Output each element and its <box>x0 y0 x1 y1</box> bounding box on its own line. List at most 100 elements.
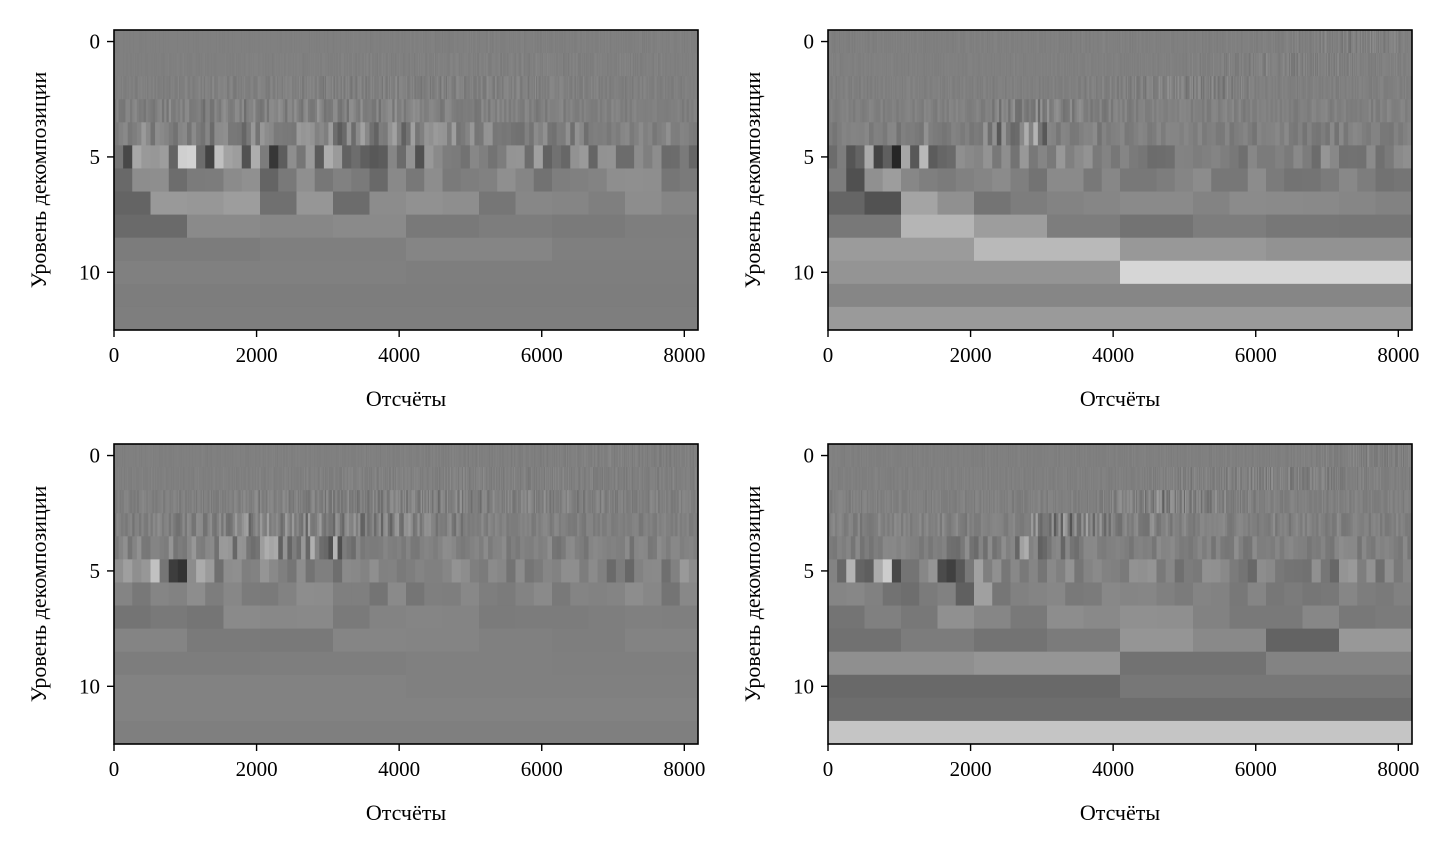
heatmap-cell <box>643 168 662 192</box>
heatmap-cell <box>202 76 205 100</box>
heatmap-cell <box>673 53 675 77</box>
heatmap-cell <box>688 53 690 77</box>
heatmap-cell <box>322 53 324 77</box>
heatmap-cell <box>350 53 352 77</box>
heatmap-cell <box>573 53 575 77</box>
heatmap-cell <box>278 145 288 169</box>
heatmap-cell <box>184 76 187 100</box>
heatmap-cell <box>269 53 271 77</box>
heatmap-cell <box>647 53 649 77</box>
heatmap-cell <box>369 99 373 123</box>
heatmap-cell <box>241 122 247 146</box>
heatmap-cell <box>342 76 344 100</box>
heatmap-cell <box>383 53 385 77</box>
heatmap-cell <box>634 145 644 169</box>
heatmap-cell <box>693 122 698 146</box>
heatmap-cell <box>378 145 389 169</box>
heatmap-cell <box>183 76 186 100</box>
heatmap-cell <box>270 76 272 100</box>
heatmap-cell <box>529 122 535 146</box>
heatmap-cell <box>466 53 468 77</box>
heatmap-cell <box>128 53 130 77</box>
x-tick-label: 4000 <box>378 343 420 367</box>
heatmap-cell <box>392 76 394 100</box>
heatmap-cell <box>300 53 302 77</box>
heatmap-cell <box>631 99 635 123</box>
heatmap-cell <box>380 53 382 77</box>
heatmap-cell <box>309 53 311 77</box>
heatmap-cell <box>307 53 309 77</box>
heatmap-cell <box>305 76 308 100</box>
heatmap-cell <box>244 53 246 77</box>
heatmap-cell <box>325 53 326 77</box>
heatmap-cell <box>513 53 515 77</box>
heatmap-cell <box>206 53 208 77</box>
heatmap-cell <box>139 53 141 77</box>
heatmap-cell <box>550 76 553 100</box>
heatmap-cell <box>386 76 389 100</box>
heatmap-cell <box>223 99 227 123</box>
heatmap-cell <box>312 53 314 77</box>
heatmap-cell <box>333 99 336 123</box>
heatmap-cell <box>119 53 121 77</box>
heatmap-cell <box>243 53 245 77</box>
heatmap-cell <box>480 53 482 77</box>
heatmap-cell <box>249 76 252 100</box>
heatmap-cell <box>521 76 523 100</box>
heatmap-cell <box>484 76 487 100</box>
heatmap-cell <box>417 53 419 77</box>
heatmap-cell <box>417 99 421 123</box>
heatmap-cell <box>327 53 329 77</box>
heatmap-cell <box>675 53 677 77</box>
heatmap-cell <box>144 76 147 100</box>
heatmap-cell <box>691 99 694 123</box>
heatmap-cell <box>662 53 664 77</box>
heatmap-cell <box>266 53 268 77</box>
heatmap-cell <box>577 53 579 77</box>
heatmap-cell <box>152 76 155 100</box>
heatmap-cell <box>220 53 222 77</box>
heatmap-cell <box>601 53 603 77</box>
heatmap-cell <box>326 53 328 77</box>
heatmap-cell <box>481 53 483 77</box>
heatmap-cell <box>551 53 553 77</box>
heatmap-cell <box>432 76 434 100</box>
heatmap-cell <box>679 122 685 146</box>
heatmap-cell <box>293 53 295 77</box>
heatmap-cell <box>518 76 521 100</box>
heatmap-cell <box>415 99 418 123</box>
heatmap-cell <box>492 99 496 123</box>
heatmap-cell <box>248 99 252 123</box>
heatmap-cell <box>148 53 150 77</box>
heatmap-cell <box>567 53 569 77</box>
heatmap-cell <box>427 76 430 100</box>
heatmap-cell <box>479 145 489 169</box>
heatmap-cell <box>419 53 421 77</box>
heatmap-cell <box>581 99 585 123</box>
heatmap-cell <box>529 53 531 77</box>
heatmap-cell <box>351 145 361 169</box>
heatmap-cell <box>366 76 368 100</box>
heatmap-cell <box>374 122 380 146</box>
heatmap-cell <box>204 53 206 77</box>
heatmap-cell <box>461 76 464 100</box>
heatmap-cell <box>676 53 678 77</box>
heatmap-cell <box>695 76 698 100</box>
heatmap-cell <box>197 76 199 100</box>
heatmap-cell <box>419 76 422 100</box>
heatmap-cell <box>541 76 544 100</box>
heatmap-cell <box>216 53 218 77</box>
heatmap-cell <box>355 53 357 77</box>
heatmap-cell <box>688 145 698 169</box>
heatmap-cell <box>378 76 381 100</box>
heatmap-cell <box>406 53 407 77</box>
heatmap-cells <box>828 30 1412 330</box>
heatmap-cell <box>133 76 135 100</box>
heatmap-cell <box>464 53 466 77</box>
heatmap-cell <box>485 99 489 123</box>
heatmap-cell <box>424 122 430 146</box>
heatmap-cell <box>552 53 554 77</box>
heatmap-cell <box>588 145 599 169</box>
heatmap-cell <box>136 76 139 100</box>
heatmap-cell <box>534 76 537 100</box>
